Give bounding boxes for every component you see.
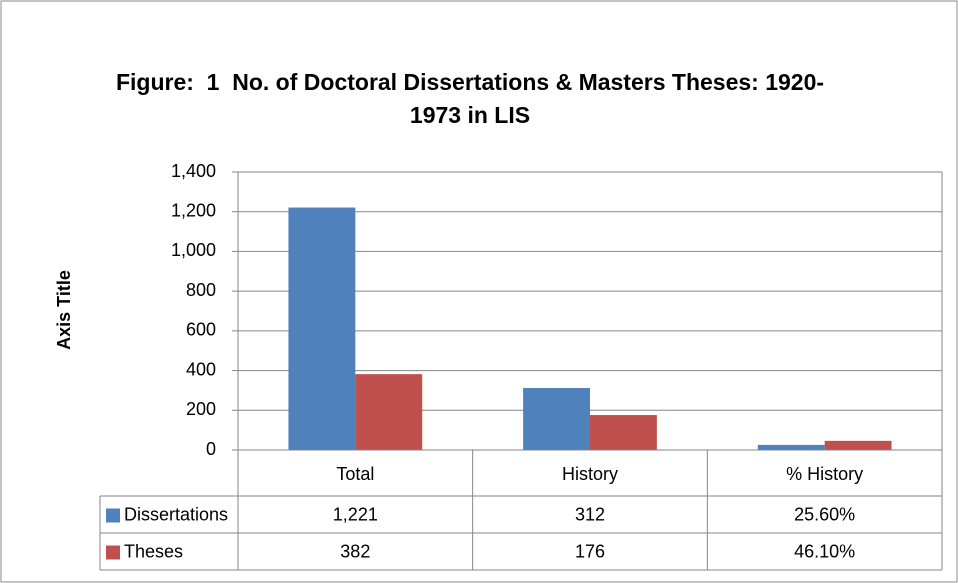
y-axis-title: Axis Title [54, 270, 74, 350]
table-value: 25.60% [794, 504, 855, 524]
legend-label: Dissertations [124, 504, 228, 524]
y-tick-label: 800 [186, 280, 216, 300]
table-value: 382 [340, 541, 370, 561]
bar [824, 440, 892, 450]
table-value: 46.10% [794, 541, 855, 561]
legend-swatch [106, 508, 120, 523]
table-value: 1,221 [333, 504, 378, 524]
table-value: 312 [575, 504, 605, 524]
chart-title: Figure: 1 No. of Doctoral Dissertations … [115, 69, 825, 128]
y-tick-label: 400 [186, 359, 216, 379]
x-tick-label: % History [786, 464, 863, 484]
y-tick-label: 1,200 [171, 200, 216, 220]
bar [288, 207, 356, 450]
legend-swatch [106, 545, 120, 560]
bar [757, 444, 825, 450]
legend-label: Theses [124, 541, 183, 561]
table-value: 176 [575, 541, 605, 561]
y-tick-label: 1,000 [171, 240, 216, 260]
x-tick-label: History [562, 464, 618, 484]
x-tick-label: Total [336, 464, 374, 484]
bar [355, 374, 423, 450]
y-tick-label: 0 [206, 439, 216, 459]
bar [523, 388, 590, 450]
y-tick-label: 200 [186, 399, 216, 419]
bar [590, 415, 657, 450]
y-tick-label: 1,400 [171, 161, 216, 181]
y-tick-label: 600 [186, 320, 216, 340]
